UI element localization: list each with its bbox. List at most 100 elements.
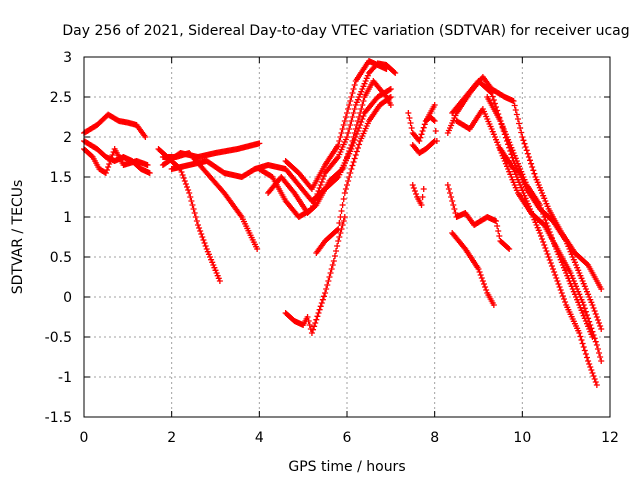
data-point — [575, 299, 582, 306]
data-point — [581, 283, 588, 290]
data-point — [586, 294, 593, 300]
data-point — [547, 232, 554, 238]
series-arc-12 — [282, 214, 348, 336]
data-point — [534, 179, 541, 186]
data-point — [338, 208, 345, 214]
data-point — [513, 174, 520, 180]
data-point — [478, 275, 485, 281]
data-point — [349, 138, 356, 144]
data-point — [346, 148, 353, 154]
data-point — [490, 97, 497, 103]
data-point — [576, 270, 583, 276]
data-point — [356, 141, 363, 148]
data-point — [386, 94, 393, 101]
data-point — [490, 131, 497, 138]
data-point — [202, 243, 209, 249]
data-point — [334, 227, 341, 233]
data-point — [525, 203, 532, 210]
axis-ticks — [83, 56, 611, 418]
data-point — [476, 269, 483, 275]
data-point — [193, 218, 200, 224]
data-point — [317, 182, 324, 188]
data-point — [510, 98, 517, 104]
data-point — [432, 128, 439, 134]
data-point — [357, 91, 364, 98]
data-point — [348, 94, 355, 100]
data-point — [331, 253, 338, 259]
data-point — [186, 190, 193, 196]
data-point — [505, 166, 512, 172]
data-point — [318, 300, 325, 306]
data-point — [521, 140, 528, 147]
data-point — [349, 90, 356, 96]
data-point — [496, 233, 503, 239]
data-point — [592, 311, 599, 317]
data-point — [582, 308, 589, 315]
data-point — [187, 194, 194, 200]
data-point — [518, 168, 525, 175]
data-point — [517, 182, 524, 188]
series-arc-20 — [444, 182, 513, 252]
data-point — [356, 94, 363, 100]
data-point — [419, 194, 426, 200]
data-point — [105, 164, 112, 170]
data-point — [513, 187, 520, 194]
y-tick-label: 2.5 — [50, 90, 72, 106]
data-point — [204, 248, 211, 255]
series-arc-13 — [405, 102, 438, 144]
data-point — [409, 182, 416, 188]
data-point — [545, 226, 552, 232]
data-point — [577, 333, 584, 340]
data-point — [319, 296, 326, 303]
data-point — [361, 80, 368, 87]
data-point — [347, 122, 354, 128]
data-point — [573, 294, 580, 300]
data-point — [418, 131, 425, 138]
series-arc-10 — [282, 58, 390, 192]
data-point — [550, 266, 557, 272]
data-point — [588, 331, 595, 338]
data-point — [349, 162, 356, 169]
data-point — [528, 208, 535, 215]
data-point — [576, 302, 583, 308]
data-point — [570, 256, 577, 263]
data-point — [556, 284, 563, 290]
data-point — [558, 290, 565, 296]
data-point — [352, 152, 359, 158]
data-point — [346, 126, 353, 132]
y-tick-label: 0.5 — [50, 250, 72, 266]
data-point — [142, 134, 149, 140]
data-point — [499, 123, 506, 130]
data-point — [416, 138, 423, 144]
data-point — [192, 214, 199, 220]
data-point — [533, 176, 540, 183]
data-point — [582, 318, 589, 324]
data-point — [583, 320, 590, 327]
data-point — [344, 182, 350, 188]
data-point — [585, 358, 592, 364]
data-point — [517, 125, 524, 131]
data-point — [594, 346, 601, 352]
series-arc-1 — [81, 111, 149, 140]
data-point — [188, 198, 195, 204]
data-point — [581, 315, 588, 322]
data-point — [320, 293, 327, 300]
data-point — [340, 122, 347, 128]
data-point — [516, 163, 523, 170]
data-point — [316, 185, 323, 191]
data-point — [344, 134, 350, 140]
data-point — [513, 111, 520, 118]
data-point — [491, 134, 498, 140]
data-point — [580, 280, 587, 287]
data-point — [522, 179, 529, 186]
data-point — [340, 163, 347, 169]
data-point — [536, 202, 543, 208]
data-point — [532, 219, 539, 226]
data-point — [554, 248, 561, 255]
data-point — [351, 155, 358, 162]
data-point — [354, 96, 361, 103]
data-point — [537, 205, 544, 211]
series-arc-23 — [484, 94, 596, 340]
data-point — [383, 66, 390, 72]
